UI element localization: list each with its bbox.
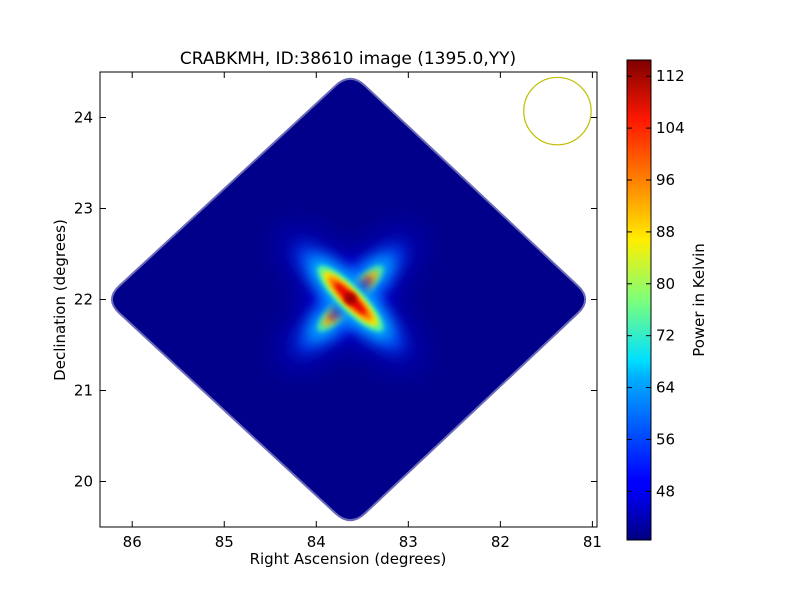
colorbar: 48 56 64 72 80 88 96 104 112 Power in Kelvin [626,59,708,541]
x-axis: 86 85 84 83 82 81 [123,72,602,551]
beam-marker-circle [523,76,592,146]
colorbar-tick-label: 56 [656,430,675,448]
x-axis-label: Right Ascension (degrees) [250,550,447,568]
x-tick-label: 83 [399,533,418,551]
chart-title: CRABKMH, ID:38610 image (1395.0,YY) [180,49,516,69]
x-tick-label: 84 [307,533,326,551]
source-emission [280,228,420,369]
y-axis: 20 21 22 23 24 [74,109,597,491]
x-tick-label: 81 [583,533,602,551]
y-tick-label: 21 [74,382,93,400]
heatmap-image [110,76,592,522]
colorbar-tick-label: 112 [656,67,685,85]
x-tick-label: 82 [491,533,510,551]
colorbar-tick-label: 48 [656,482,675,500]
colorbar-tick-label: 104 [656,119,685,137]
colorbar-tick-label: 80 [656,275,675,293]
y-tick-label: 23 [74,200,93,218]
colorbar-label: Power in Kelvin [690,243,708,357]
colorbar-gradient [626,59,652,541]
y-axis-label: Declination (degrees) [51,219,69,381]
x-tick-label: 86 [123,533,142,551]
colorbar-tick-label: 72 [656,327,675,345]
colorbar-tick-label: 64 [656,379,675,397]
colorbar-tick-label: 88 [656,223,675,241]
y-tick-label: 20 [74,473,93,491]
y-tick-label: 24 [74,109,93,127]
colorbar-tick-label: 96 [656,171,675,189]
x-tick-label: 85 [215,533,234,551]
y-tick-label: 22 [74,291,93,309]
source-peak [344,292,357,305]
